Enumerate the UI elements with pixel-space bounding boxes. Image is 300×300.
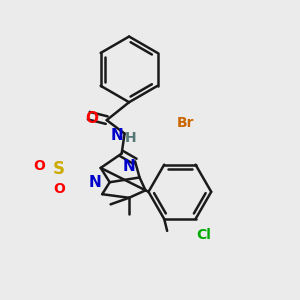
Text: O: O	[34, 159, 46, 173]
Text: N: N	[88, 175, 101, 190]
Text: O: O	[53, 182, 65, 196]
Text: N: N	[123, 159, 136, 174]
Text: S: S	[53, 160, 65, 178]
Text: H: H	[125, 131, 136, 145]
Text: Br: Br	[177, 116, 195, 130]
Text: Cl: Cl	[196, 228, 211, 242]
Text: O: O	[85, 111, 98, 126]
Text: N: N	[111, 128, 124, 143]
